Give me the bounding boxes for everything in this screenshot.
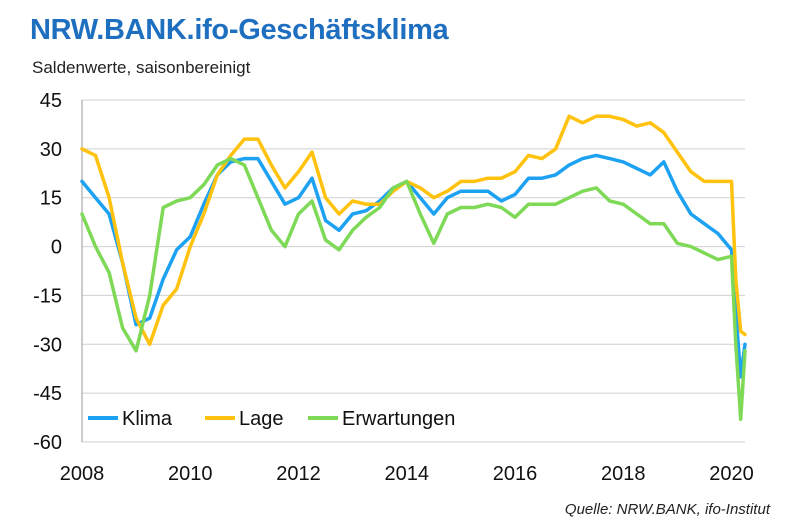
legend-label-lage: Lage bbox=[239, 408, 284, 430]
x-tick-label: 2014 bbox=[384, 463, 429, 485]
y-tick-label: -60 bbox=[33, 432, 62, 454]
y-tick-label: 15 bbox=[40, 188, 62, 210]
x-tick-label: 2018 bbox=[601, 463, 646, 485]
series-line-erwartungen bbox=[80, 156, 747, 421]
series-lines bbox=[80, 114, 747, 421]
legend-label-klima: Klima bbox=[122, 408, 173, 430]
series-line-klima bbox=[80, 153, 747, 379]
source-note: Quelle: NRW.BANK, ifo-Institut bbox=[564, 501, 770, 518]
y-axis-ticks: 45 30 15 0 -15 -30 -45 -60 bbox=[33, 90, 62, 454]
y-tick-label: 30 bbox=[40, 139, 62, 161]
legend-label-erwartungen: Erwartungen bbox=[342, 408, 455, 430]
x-axis-ticks: 2008 2010 2012 2014 2016 2018 2020 bbox=[60, 463, 754, 485]
y-tick-label: -30 bbox=[33, 334, 62, 356]
y-tick-label: -15 bbox=[33, 285, 62, 307]
gridlines bbox=[81, 99, 745, 443]
x-tick-label: 2008 bbox=[60, 463, 105, 485]
x-tick-label: 2016 bbox=[493, 463, 538, 485]
chart-title: NRW.BANK.ifo-Geschäftsklima bbox=[30, 14, 449, 46]
y-tick-label: -45 bbox=[33, 383, 62, 405]
x-tick-label: 2020 bbox=[709, 463, 754, 485]
chart-subtitle: Saldenwerte, saisonbereinigt bbox=[32, 58, 251, 77]
series-line-lage bbox=[80, 114, 747, 347]
x-tick-label: 2010 bbox=[168, 463, 213, 485]
y-tick-label: 0 bbox=[51, 237, 62, 259]
legend: Klima Lage Erwartungen bbox=[88, 408, 455, 430]
x-tick-label: 2012 bbox=[276, 463, 321, 485]
y-tick-label: 45 bbox=[40, 90, 62, 112]
